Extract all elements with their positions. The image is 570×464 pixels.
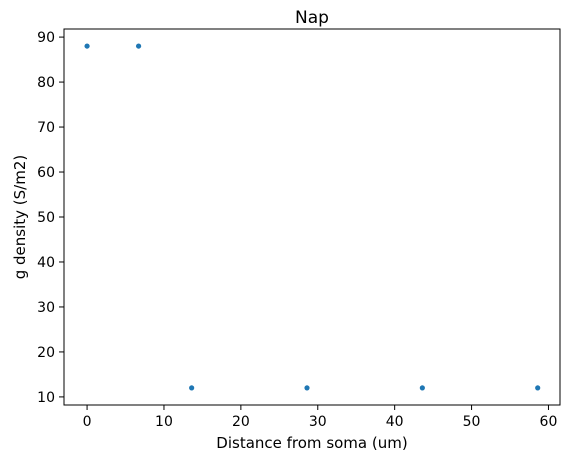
y-tick-label: 90 [37,30,55,46]
data-points [84,43,541,391]
chart-title: Nap [295,8,329,28]
x-tick-label: 40 [386,414,404,430]
x-tick-label: 0 [83,414,92,430]
y-axis-label: g density (S/m2) [11,155,29,280]
y-tick-label: 30 [37,300,55,316]
data-point [419,385,425,391]
x-tick-label: 30 [309,414,327,430]
data-point [135,43,142,49]
x-tick-label: 20 [232,414,250,430]
x-axis-label: Distance from soma (um) [216,434,407,452]
y-tick-label: 70 [37,120,55,136]
y-tick-label: 50 [37,210,55,226]
x-tick-label: 60 [540,414,558,430]
data-point [189,385,195,391]
y-tick-label: 10 [37,390,55,406]
x-tick-label: 50 [463,414,481,430]
data-point [535,385,541,391]
y-tick-label: 80 [37,75,55,91]
y-tick-label: 60 [37,165,55,181]
y-tick-label: 40 [37,255,55,271]
x-tick-label: 10 [155,414,173,430]
data-point [84,43,90,49]
data-point [304,385,310,391]
y-tick-label: 20 [37,345,55,361]
plot-area-frame [63,28,561,406]
axis-ticks: 0 10 20 30 40 50 60 10 20 30 40 50 60 70 80 90 [37,30,557,430]
